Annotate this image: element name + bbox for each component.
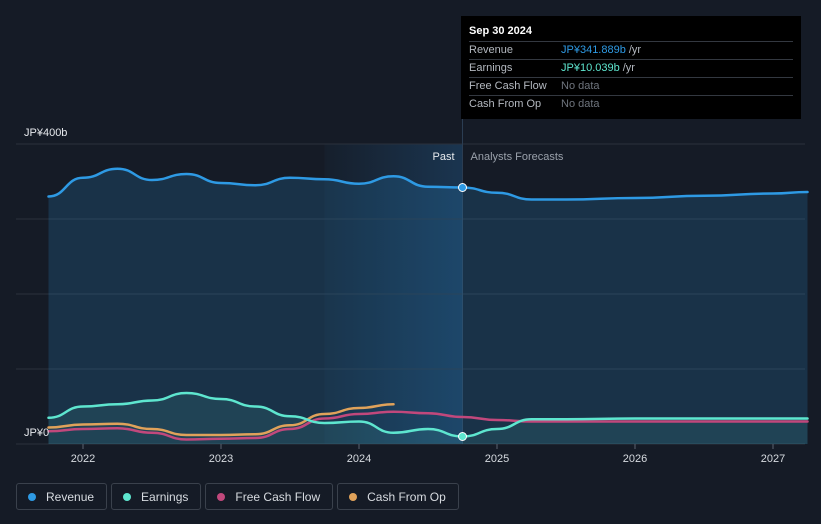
x-tick-label-2027: 2027	[761, 453, 785, 465]
earnings-highlight-point	[458, 432, 467, 441]
legend-free-cash-flow[interactable]: Free Cash Flow	[205, 483, 334, 510]
x-tick-label-2022: 2022	[71, 453, 95, 465]
tooltip-earnings-label: Earnings	[469, 62, 513, 74]
legend-revenue[interactable]: Revenue	[16, 483, 108, 510]
legend-revenue-dot-icon	[28, 492, 36, 501]
tooltip-row-revenue: Revenue JP¥341.889b /yr	[469, 41, 793, 59]
y-axis-bottom-label: JP¥0	[24, 427, 49, 439]
tooltip-earnings-unit: /yr	[622, 62, 635, 74]
tooltip-earnings-value: JP¥10.039b	[561, 62, 620, 74]
tooltip: Sep 30 2024 Revenue JP¥341.889b /yr Earn…	[461, 16, 801, 119]
tooltip-cfo-label: Cash From Op	[469, 98, 542, 110]
tooltip-row-earnings: Earnings JP¥10.039b /yr	[469, 59, 793, 77]
x-tick-label-2024: 2024	[347, 453, 371, 465]
tooltip-cfo-value: No data	[561, 98, 600, 110]
earnings-line	[47, 391, 809, 438]
tooltip-revenue-unit: /yr	[628, 44, 642, 56]
legend-revenue-label: Revenue	[46, 489, 95, 504]
tooltip-revenue-value: JP¥341.889b	[561, 44, 626, 56]
revenue-highlight-point	[458, 183, 467, 192]
forecast-label: Analysts Forecasts	[471, 151, 564, 163]
tooltip-fcf-value: No data	[561, 80, 600, 92]
x-tick-label-2026: 2026	[623, 453, 647, 465]
legend-earnings[interactable]: Earnings	[111, 483, 202, 510]
legend-cash-from-op[interactable]: Cash From Op	[337, 483, 459, 510]
tooltip-fcf-label: Free Cash Flow	[469, 80, 547, 92]
legend-cfo-dot-icon	[349, 492, 358, 501]
x-tick-label-2025: 2025	[485, 453, 509, 465]
free-cash-flow-line	[47, 410, 809, 441]
tooltip-row-fcf: Free Cash Flow No data	[469, 77, 793, 95]
revenue-line	[47, 167, 809, 201]
legend-fcf-dot-icon	[217, 492, 226, 501]
y-axis-top-label: JP¥400b	[24, 127, 67, 139]
tooltip-date: Sep 30 2024	[469, 25, 532, 37]
earnings-area	[48, 393, 808, 444]
tooltip-row-cfo: Cash From Op No data	[469, 95, 793, 113]
legend-cfo-label: Cash From Op	[367, 489, 446, 504]
legend-fcf-label: Free Cash Flow	[235, 489, 321, 504]
past-label: Past	[432, 151, 454, 163]
legend-earnings-dot-icon	[123, 492, 132, 501]
legend: Revenue Earnings Free Cash Flow Cash Fro…	[16, 483, 459, 510]
x-tick-label-2023: 2023	[209, 453, 233, 465]
tooltip-revenue-label: Revenue	[469, 44, 514, 56]
cash-from-op-line	[47, 403, 395, 437]
revenue-area	[48, 168, 808, 444]
legend-earnings-label: Earnings	[141, 489, 189, 504]
